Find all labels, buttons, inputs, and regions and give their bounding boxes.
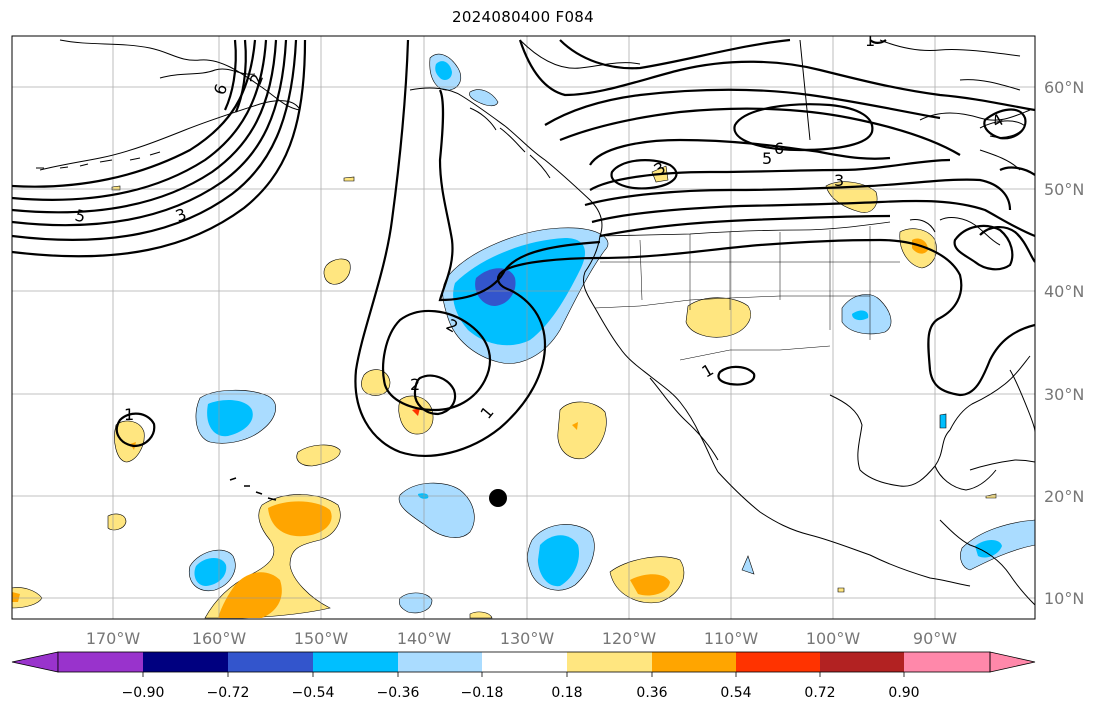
- colorbar-segment: [736, 652, 820, 672]
- lon-label: 110°W: [704, 629, 759, 648]
- lat-label: 50°N: [1044, 180, 1084, 199]
- map-border: [11, 35, 1036, 620]
- lon-label: 150°W: [294, 629, 349, 648]
- colorbar-segment: [820, 652, 904, 672]
- lon-label: 100°W: [806, 629, 861, 648]
- colorbar-tick-label: 0.90: [888, 685, 919, 701]
- lat-axis-labels: 60°N 50°N 40°N 30°N 20°N 10°N: [1044, 78, 1084, 608]
- colorbar-segment: [567, 652, 652, 672]
- contour-label: 1: [124, 405, 134, 424]
- colorbar-tick-label: −0.54: [292, 685, 335, 701]
- lon-axis-labels: 170°W 160°W 150°W 140°W 130°W 120°W 110°…: [86, 629, 957, 648]
- lon-label: 160°W: [192, 629, 247, 648]
- contour-label: 1: [865, 31, 875, 50]
- colorbar-segment: [58, 652, 143, 672]
- colorbar-tick-label: −0.36: [377, 685, 420, 701]
- colorbar-tick-label: 0.54: [720, 685, 751, 701]
- colorbar-tick-label: −0.90: [122, 685, 165, 701]
- contour-label: 3: [834, 171, 844, 190]
- contour-label: 5: [762, 149, 772, 168]
- colorbar-tick-label: 0.36: [636, 685, 667, 701]
- lon-label: 130°W: [500, 629, 555, 648]
- lat-label: 60°N: [1044, 78, 1084, 97]
- lat-label: 10°N: [1044, 589, 1084, 608]
- colorbar-extend-high: [989, 651, 1036, 673]
- colorbar-segment: [228, 652, 313, 672]
- lat-label: 20°N: [1044, 487, 1084, 506]
- coastlines: [36, 39, 1035, 606]
- contours: [12, 38, 1035, 457]
- colorbar-segment: [313, 652, 398, 672]
- colorbar-tick-label: −0.18: [461, 685, 504, 701]
- contour-label: 5: [73, 206, 88, 227]
- colorbar-segment: [143, 652, 228, 672]
- colorbar-tick-label: −0.72: [207, 685, 250, 701]
- colorbar-extend-low: [11, 651, 59, 673]
- lon-label: 170°W: [86, 629, 141, 648]
- colorbar-segment: [652, 652, 736, 672]
- colorbar-segment: [904, 652, 990, 672]
- lon-label: 140°W: [397, 629, 452, 648]
- lon-label: 90°W: [913, 629, 957, 648]
- colorbar: −0.90 −0.72 −0.54 −0.36 −0.18 0.18 0.36 …: [11, 651, 1036, 701]
- contour-label: 2: [410, 375, 420, 394]
- lat-label: 40°N: [1044, 282, 1084, 301]
- colorbar-segment: [482, 652, 567, 672]
- colorbar-tick-label: 0.72: [804, 685, 835, 701]
- anomaly-fills: [12, 53, 1035, 619]
- lon-label: 120°W: [602, 629, 657, 648]
- colorbar-tick-label: 0.18: [551, 685, 582, 701]
- map-title: 2024080400 F084: [452, 8, 594, 26]
- lat-label: 30°N: [1044, 385, 1084, 404]
- positive-anomaly-southwest: [685, 297, 751, 338]
- storm-position-marker: [489, 489, 507, 507]
- contour-label: 6: [774, 139, 784, 158]
- colorbar-segment: [398, 652, 482, 672]
